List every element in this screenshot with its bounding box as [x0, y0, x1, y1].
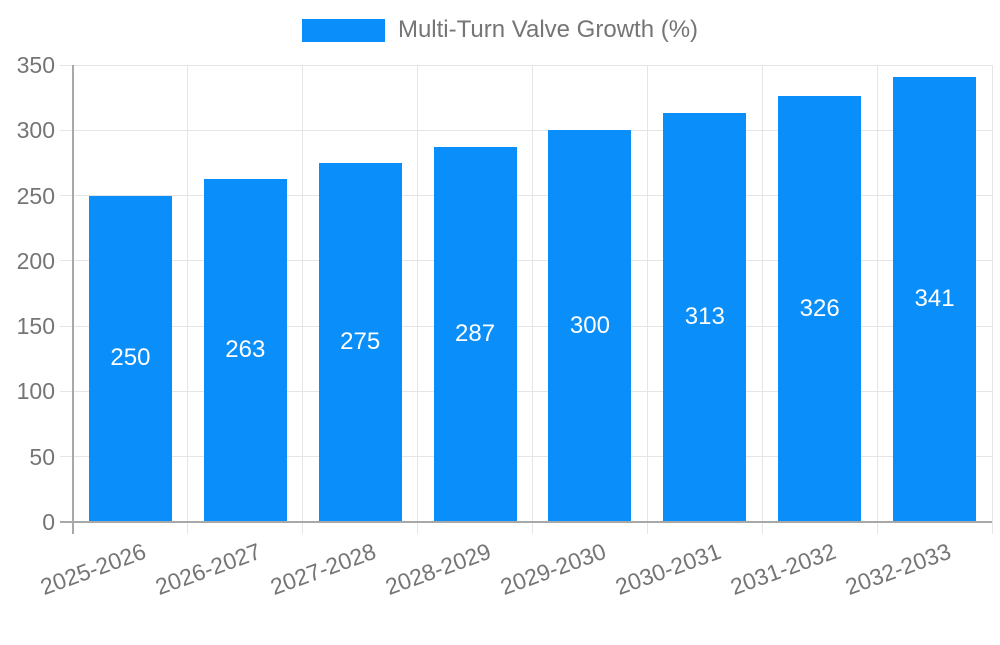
- gridline-vertical: [991, 65, 993, 534]
- gridline-vertical: [761, 65, 763, 534]
- y-axis-tick-label: 100: [16, 378, 55, 405]
- bar-value-label: 341: [914, 284, 955, 312]
- bar: [433, 147, 517, 521]
- y-axis-tick-label: 250: [16, 182, 55, 209]
- bar-value-label: 287: [455, 320, 496, 348]
- gridline-vertical: [187, 65, 189, 534]
- chart-legend[interactable]: Multi-Turn Valve Growth (%): [0, 16, 1000, 44]
- gridline-horizontal: [60, 129, 992, 131]
- gridline-vertical: [532, 65, 533, 534]
- gridline-vertical: [302, 65, 304, 534]
- bar-value-label: 300: [569, 311, 610, 339]
- gridline-vertical: [646, 65, 648, 534]
- bar: [318, 162, 402, 521]
- y-axis-tick-label: 350: [16, 52, 55, 78]
- bar: [778, 96, 862, 521]
- legend-label: Multi-Turn Valve Growth (%): [397, 16, 699, 43]
- y-axis-tick-label: 50: [29, 443, 55, 470]
- bar-value-label: 313: [684, 303, 725, 331]
- bar: [663, 113, 747, 521]
- y-axis-tick-label: 200: [16, 247, 55, 274]
- y-axis-tick-label: 300: [16, 117, 55, 144]
- y-axis-tick-label: 150: [16, 313, 55, 340]
- gridline-vertical: [417, 65, 419, 534]
- bar-value-label: 263: [225, 335, 266, 363]
- bar-chart: Multi-Turn Valve Growth (%) 0 50 100 150 200…: [0, 16, 1000, 600]
- bar-value-label: 250: [110, 344, 151, 372]
- bar-value-label: 275: [340, 327, 381, 355]
- gridline-vertical: [876, 65, 878, 534]
- y-axis-tick-label: 0: [42, 509, 55, 535]
- gridline-horizontal: [60, 260, 992, 262]
- bar-value-label: 326: [799, 294, 840, 322]
- legend-swatch: [301, 18, 385, 42]
- gridline-horizontal: [60, 456, 992, 458]
- x-axis-line: [60, 521, 992, 523]
- gridline-horizontal: [60, 195, 992, 197]
- bar: [893, 76, 977, 521]
- bar: [203, 178, 287, 521]
- bar: [88, 195, 172, 521]
- y-axis-line: [72, 65, 74, 534]
- gridline-horizontal: [60, 64, 992, 66]
- bar: [548, 130, 632, 521]
- gridline-horizontal: [60, 390, 992, 392]
- gridline-horizontal: [60, 325, 992, 327]
